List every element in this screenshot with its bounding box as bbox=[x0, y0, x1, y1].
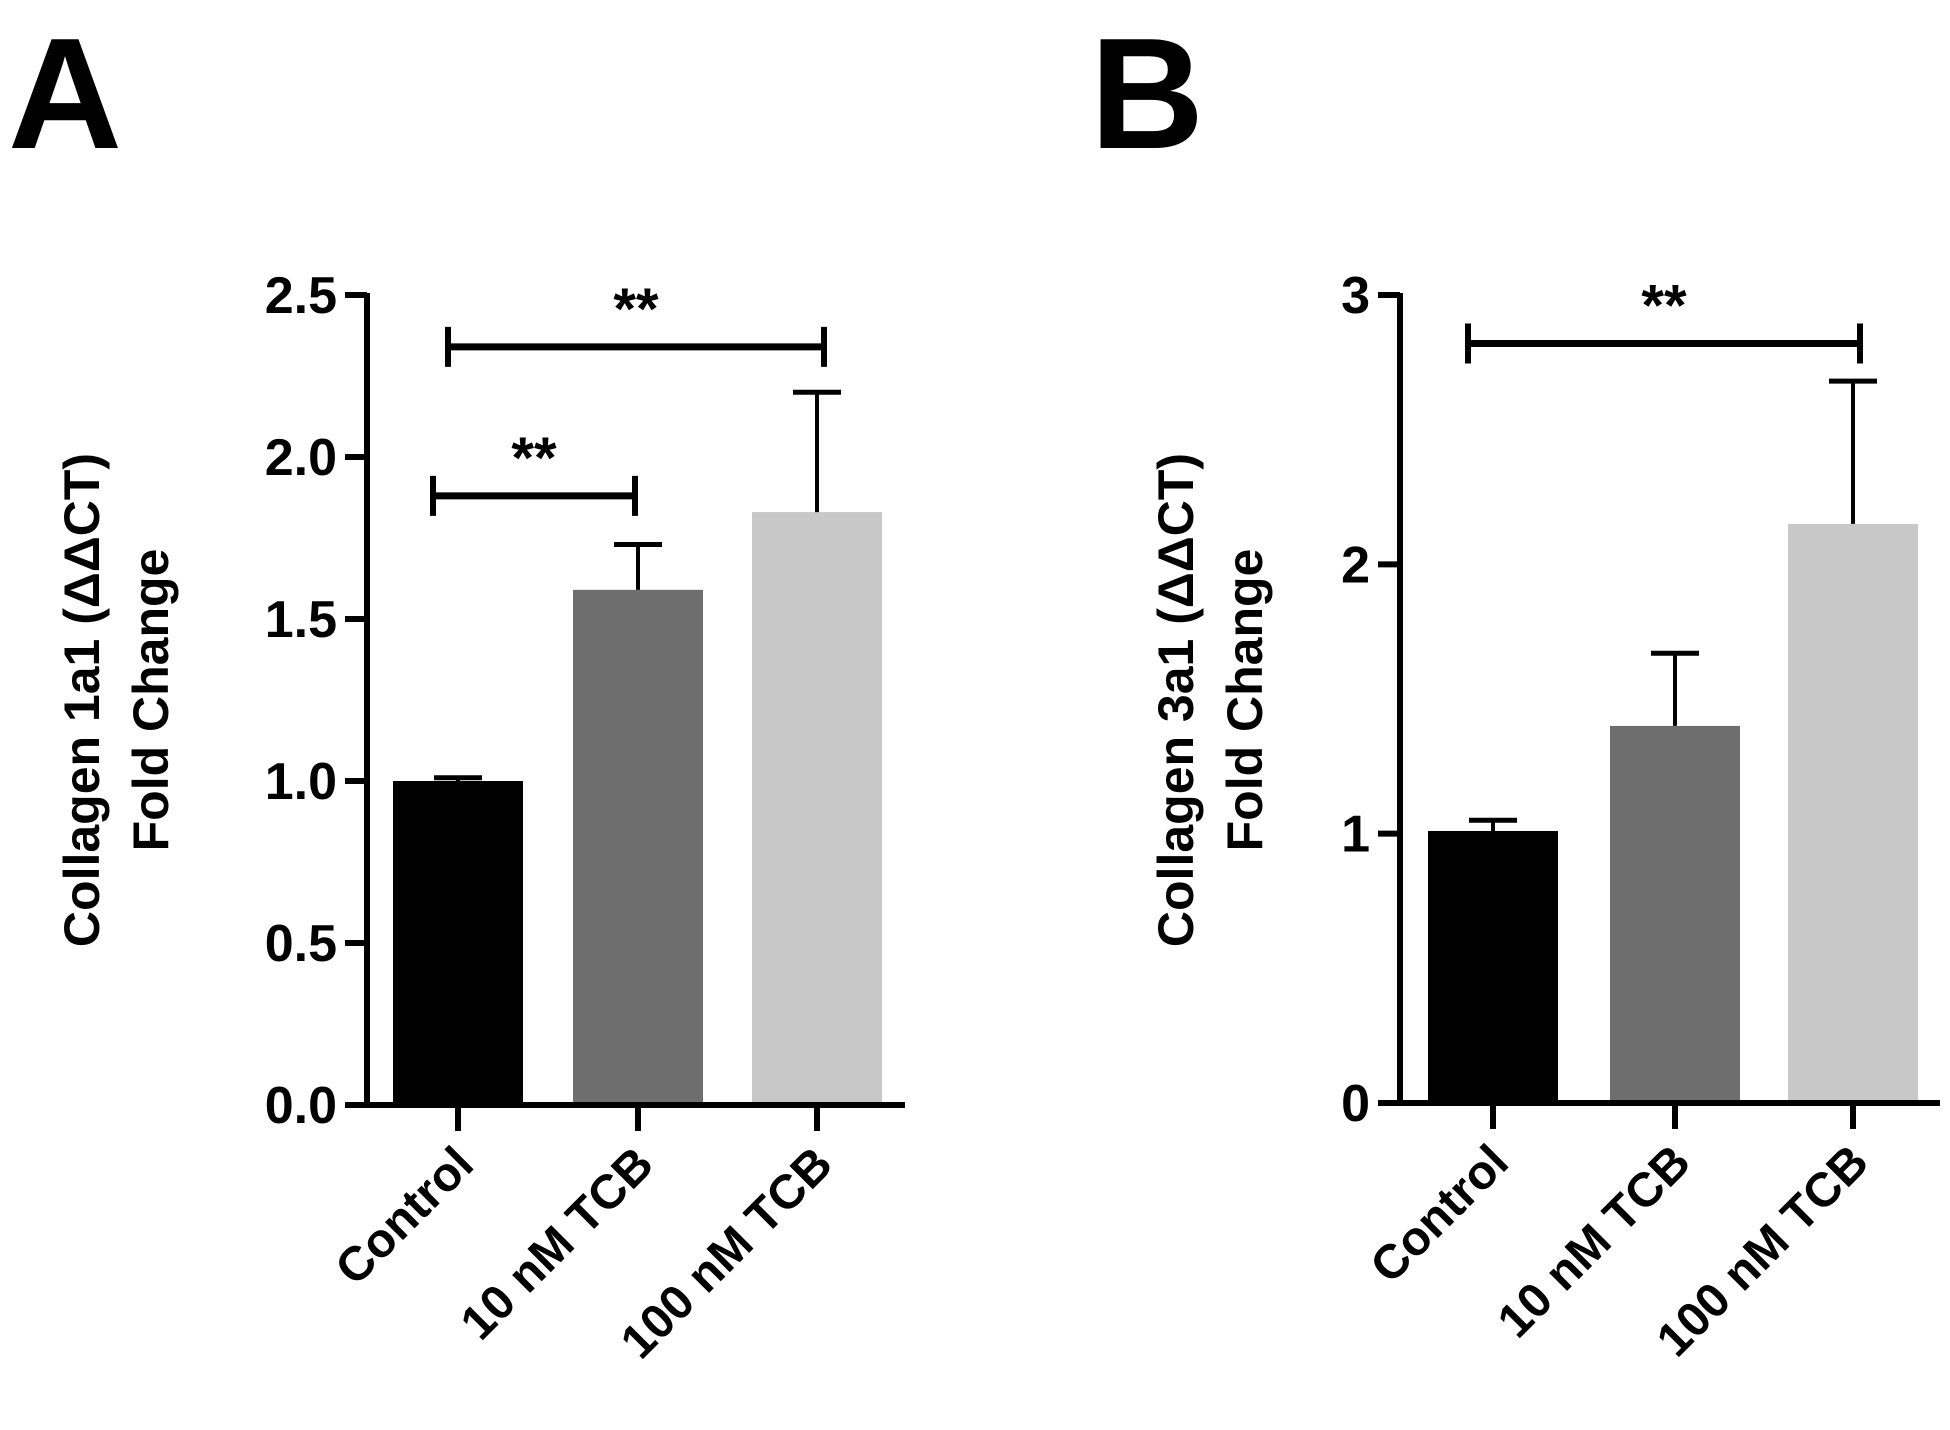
panel-b-bar-2 bbox=[1788, 523, 1918, 1103]
panel-a-y-tick-label-5: 2.5 bbox=[265, 267, 337, 325]
panel-b-sig-label-0: ** bbox=[1641, 273, 1687, 338]
panel-a-sig-label-0: ** bbox=[613, 277, 659, 342]
panel-a-y-tick-label-4: 2.0 bbox=[265, 429, 337, 487]
panel-a-y-tick-label-0: 0.0 bbox=[265, 1077, 337, 1135]
panel-a-bar-0 bbox=[393, 781, 523, 1105]
panel-b-y-axis-title-line2: Fold Change bbox=[1217, 549, 1273, 852]
panel-a-sig-label-1: ** bbox=[511, 426, 557, 491]
panel-b-y-tick-label-0: 0 bbox=[1341, 1075, 1370, 1133]
panel-label-a: A bbox=[8, 6, 122, 182]
panel-a-bar-2 bbox=[752, 512, 882, 1105]
panel-b-y-axis-title-line1: Collagen 3a1 (ΔΔCT) bbox=[1148, 453, 1204, 947]
panel-a-bar-1 bbox=[573, 589, 703, 1105]
panel-a-y-tick-label-3: 1.5 bbox=[265, 591, 337, 649]
panel-a-y-axis-title-line2: Fold Change bbox=[123, 549, 179, 852]
panel-label-b: B bbox=[1090, 6, 1204, 182]
panel-b-y-tick-label-3: 3 bbox=[1341, 267, 1370, 325]
panel-b-bar-0 bbox=[1428, 830, 1558, 1103]
panel-a-y-axis-title-line1: Collagen 1a1 (ΔΔCT) bbox=[54, 453, 110, 947]
panel-a-y-tick-label-2: 1.0 bbox=[265, 753, 337, 811]
panel-b-y-tick-label-2: 2 bbox=[1341, 536, 1370, 594]
panel-b-bar-1 bbox=[1610, 725, 1740, 1103]
panel-b-y-tick-label-1: 1 bbox=[1341, 806, 1370, 864]
panel-a-y-tick-label-1: 0.5 bbox=[265, 915, 337, 973]
